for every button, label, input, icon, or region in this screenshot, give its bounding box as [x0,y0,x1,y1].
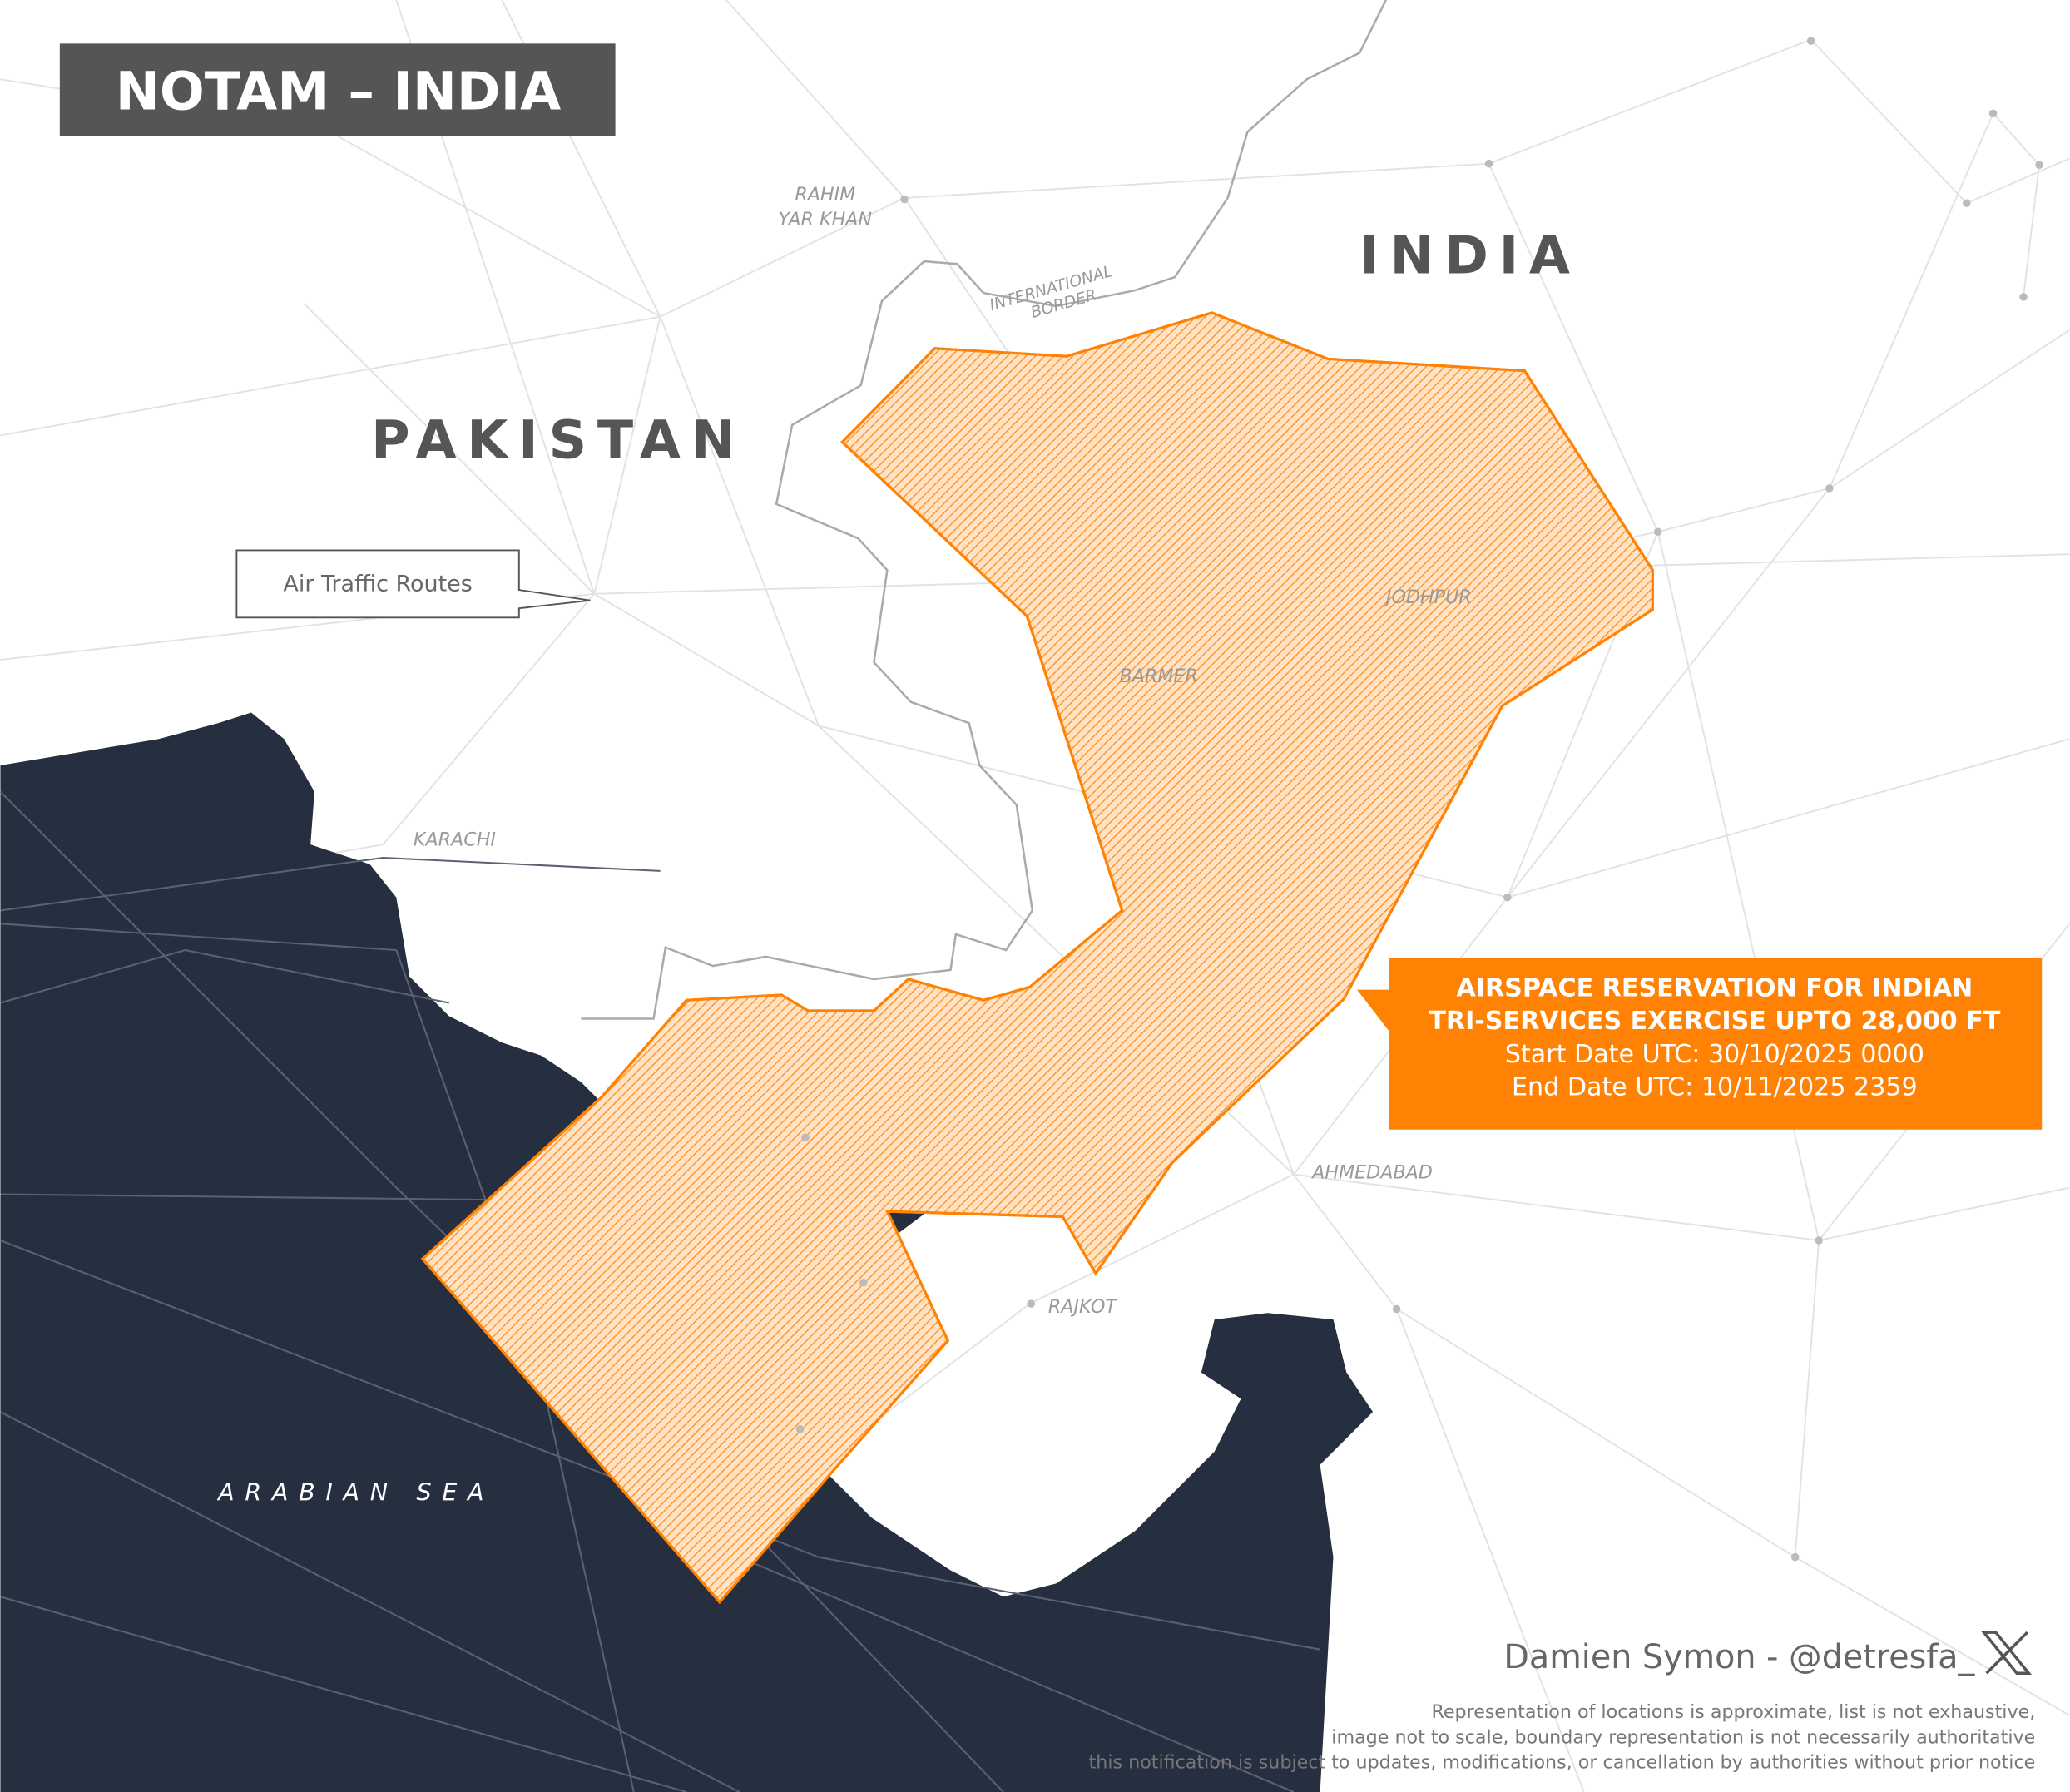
notam-title-line1: AIRSPACE RESERVATION FOR INDIAN [1456,974,1973,1003]
sea-label: ARABIAN SEA [216,1478,494,1506]
city-label: KARACHI [414,829,496,851]
routes-callout-label: Air Traffic Routes [283,572,472,597]
city-label: RAJKOT [1048,1296,1118,1318]
city-label: BARMER [1120,666,1198,687]
disclaimer-line: this notification is subject to updates,… [1089,1751,2036,1773]
page-title: NOTAM – INDIA [116,61,562,122]
notam-end-date: End Date UTC: 10/11/2025 2359 [1512,1073,1918,1102]
disclaimer-line: image not to scale, boundary representat… [1331,1726,2035,1748]
notam-callout: AIRSPACE RESERVATION FOR INDIAN TRI-SERV… [1357,958,2043,1130]
airspace-reservation-zone[interactable] [420,311,1654,1605]
routes-callout [235,549,591,619]
city-label: RAHIM [795,184,855,205]
sea-routes [0,790,1320,1792]
notam-start-date: Start Date UTC: 30/10/2025 0000 [1505,1040,1924,1069]
disclaimer-line: Representation of locations is approxima… [1431,1701,2035,1723]
credit: Damien Symon - @detresfa_ [1503,1638,1975,1676]
international-border [581,0,1388,1020]
country-label-india: INDIA [1359,224,1580,285]
notam-title-line2: TRI-SERVICES EXERCISE UPTO 28,000 FT [1429,1007,2000,1036]
city-label: AHMEDABAD [1310,1161,1433,1183]
country-label-pakistan: PAKISTAN [371,408,745,470]
x-logo-icon [1980,1631,2033,1675]
title-box [59,43,616,136]
city-label: JODHPUR [1383,587,1472,608]
city-label: YAR KHAN [779,209,873,230]
